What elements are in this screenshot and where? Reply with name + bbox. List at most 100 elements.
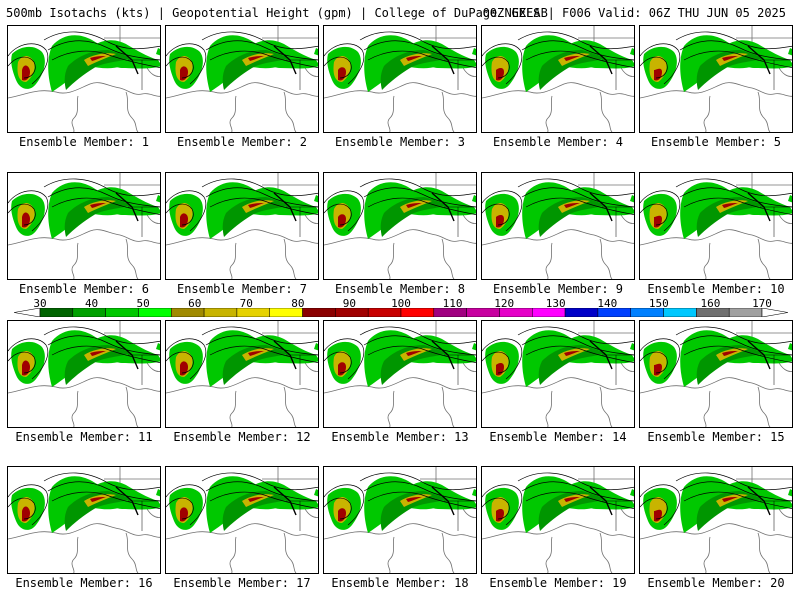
colorbar-swatch bbox=[400, 308, 435, 317]
ensemble-map-panel bbox=[481, 172, 635, 280]
member-label: Ensemble Member: 2 bbox=[176, 135, 308, 149]
colorbar: 30 40 50 60 70 80 90 100 110 120 130 140 150 160 170 bbox=[14, 297, 788, 319]
member-label: Ensemble Member: 16 bbox=[15, 576, 153, 590]
ensemble-map-panel bbox=[323, 25, 477, 133]
map-graphic bbox=[640, 26, 792, 132]
state-borders bbox=[444, 59, 476, 90]
coastline bbox=[324, 26, 476, 132]
member-label: Ensemble Member: 15 bbox=[647, 430, 785, 444]
state-borders bbox=[128, 354, 160, 385]
state-borders bbox=[444, 500, 476, 531]
colorbar-tick-label: 140 bbox=[597, 297, 618, 310]
jet-stream-isotachs bbox=[11, 182, 160, 239]
state-borders bbox=[760, 206, 792, 237]
state-borders bbox=[602, 206, 634, 237]
member-label: Ensemble Member: 1 bbox=[18, 135, 150, 149]
member-label: Ensemble Member: 17 bbox=[173, 576, 311, 590]
state-borders bbox=[444, 206, 476, 237]
colorbar-right-arrow bbox=[761, 308, 788, 317]
colorbar-tick-label: 110 bbox=[442, 297, 463, 310]
height-contours bbox=[640, 31, 792, 85]
colorbar-swatch bbox=[499, 308, 533, 317]
colorbar-swatch bbox=[630, 308, 664, 317]
state-borders bbox=[602, 59, 634, 90]
map-graphic bbox=[8, 26, 160, 132]
member-label: Ensemble Member: 12 bbox=[173, 430, 311, 444]
member-label: Ensemble Member: 7 bbox=[176, 282, 308, 296]
map-graphic bbox=[324, 26, 476, 132]
map-graphic bbox=[482, 26, 634, 132]
ensemble-map-panel bbox=[639, 320, 793, 428]
colorbar-swatch bbox=[171, 308, 205, 317]
jet-stream-isotachs bbox=[327, 476, 476, 533]
ensemble-map-panel bbox=[7, 172, 161, 280]
colorbar-tick-label: 60 bbox=[188, 297, 202, 310]
colorbar-swatch bbox=[269, 308, 303, 317]
jet-stream-isotachs bbox=[169, 330, 318, 387]
state-borders bbox=[286, 206, 318, 237]
height-contours bbox=[166, 326, 318, 380]
ensemble-map-panel bbox=[481, 466, 635, 574]
jet-stream-isotachs bbox=[485, 182, 634, 239]
colorbar-swatch bbox=[39, 308, 74, 317]
member-label: Ensemble Member: 4 bbox=[492, 135, 624, 149]
ensemble-map-panel bbox=[639, 466, 793, 574]
colorbar-tick-label: 120 bbox=[494, 297, 515, 310]
height-contours bbox=[324, 326, 476, 380]
member-label: Ensemble Member: 6 bbox=[18, 282, 150, 296]
height-contours bbox=[8, 31, 160, 85]
ensemble-map-panel bbox=[7, 320, 161, 428]
colorbar-tick-label: 100 bbox=[391, 297, 411, 310]
jet-stream-isotachs bbox=[643, 476, 792, 533]
colorbar-tick-label: 40 bbox=[84, 297, 99, 310]
coastline bbox=[166, 26, 318, 132]
height-contours bbox=[8, 326, 160, 380]
colorbar-tick-label: 130 bbox=[545, 297, 566, 310]
map-graphic bbox=[482, 321, 634, 427]
height-contours bbox=[482, 178, 634, 232]
coastline bbox=[482, 26, 634, 132]
map-graphic bbox=[482, 467, 634, 573]
colorbar-swatch bbox=[433, 308, 467, 317]
ensemble-map-panel bbox=[7, 25, 161, 133]
colorbar-swatch bbox=[138, 308, 172, 317]
height-contours bbox=[166, 472, 318, 526]
map-graphic bbox=[640, 467, 792, 573]
member-label: Ensemble Member: 8 bbox=[334, 282, 466, 296]
map-graphic bbox=[166, 26, 318, 132]
colorbar-swatch bbox=[532, 308, 566, 317]
jet-stream-isotachs bbox=[485, 330, 634, 387]
member-label: Ensemble Member: 19 bbox=[489, 576, 627, 590]
map-graphic bbox=[324, 173, 476, 279]
state-borders bbox=[760, 354, 792, 385]
colorbar-left-arrow bbox=[14, 308, 41, 317]
state-borders bbox=[602, 500, 634, 531]
colorbar-swatch bbox=[466, 308, 500, 317]
state-borders bbox=[760, 59, 792, 90]
state-borders bbox=[602, 354, 634, 385]
colorbar-swatch bbox=[302, 308, 336, 317]
state-borders bbox=[444, 354, 476, 385]
colorbar-swatch bbox=[236, 308, 270, 317]
height-contours bbox=[324, 472, 476, 526]
colorbar-swatch bbox=[663, 308, 697, 317]
colorbar-swatch bbox=[203, 308, 238, 317]
header: 500mb Isotachs (kts) | Geopotential Heig… bbox=[0, 0, 800, 22]
colorbar-tick-label: 70 bbox=[239, 297, 253, 310]
colorbar-tick-label: 30 bbox=[33, 297, 47, 310]
state-borders bbox=[286, 59, 318, 90]
state-borders bbox=[286, 354, 318, 385]
colorbar-tick-label: 160 bbox=[700, 297, 721, 310]
colorbar-swatch bbox=[696, 308, 730, 317]
jet-stream-isotachs bbox=[169, 35, 318, 92]
height-contours bbox=[482, 31, 634, 85]
height-contours bbox=[8, 178, 160, 232]
member-label: Ensemble Member: 11 bbox=[15, 430, 153, 444]
height-contours bbox=[482, 472, 634, 526]
map-title: 500mb Isotachs (kts) | Geopotential Heig… bbox=[6, 6, 548, 20]
state-borders bbox=[128, 206, 160, 237]
ensemble-map-panel bbox=[7, 466, 161, 574]
map-graphic bbox=[166, 321, 318, 427]
colorbar-swatch bbox=[728, 308, 763, 317]
ensemble-map-panel bbox=[481, 25, 635, 133]
